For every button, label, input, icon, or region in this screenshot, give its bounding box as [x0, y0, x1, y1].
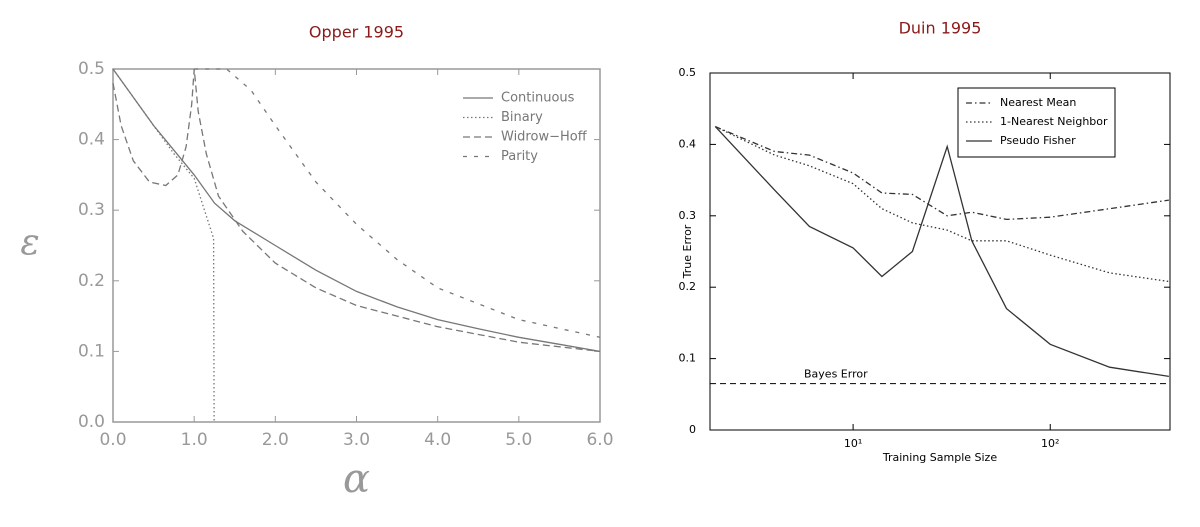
series-line: [112, 68, 601, 353]
legend-box: [957, 87, 1116, 158]
series-line: [715, 126, 1169, 283]
x-axis-label: α: [343, 456, 370, 502]
legend-label: 1-Nearest Neighbor: [1000, 115, 1108, 128]
y-tick-label: 0.3: [78, 200, 105, 220]
x-tick-label: 5.0: [505, 430, 532, 450]
y-axis-label: ε: [20, 223, 39, 264]
x-tick-label: 10¹: [844, 437, 862, 450]
y-tick-label: 0.4: [679, 137, 697, 150]
x-tick-label: 2.0: [262, 430, 289, 450]
legend-label: Pseudo Fisher: [1000, 134, 1076, 147]
y-tick-label: 0.2: [679, 280, 697, 293]
legend-label: Binary: [501, 110, 543, 125]
x-tick-label: 4.0: [424, 430, 451, 450]
x-tick-label: 1.0: [181, 430, 208, 450]
legend-label: Continuous: [501, 91, 575, 106]
y-tick-label: 0.5: [78, 59, 105, 79]
x-tick-label: 0.0: [99, 430, 126, 450]
y-axis-label: True Error: [681, 224, 694, 279]
reference-label: Bayes Error: [804, 368, 868, 381]
series-line: [715, 126, 1169, 221]
y-tick-label: 0.4: [78, 130, 105, 150]
y-tick-label: 0.1: [78, 341, 105, 361]
plot-frame: [709, 72, 1171, 431]
y-tick-label: 0.1: [679, 352, 697, 365]
series-line: [714, 126, 1169, 378]
y-tick-label: 0.0: [78, 412, 105, 432]
x-axis-label: Training Sample Size: [882, 451, 997, 464]
legend-label: Widrow−Hoff: [501, 130, 588, 145]
x-tick-label: 10²: [1041, 437, 1059, 450]
y-tick-label: 0: [689, 423, 696, 436]
series-line: [112, 68, 215, 423]
chart-title: Opper 1995: [309, 23, 404, 42]
y-tick-label: 0.3: [679, 209, 697, 222]
x-tick-label: 6.0: [586, 430, 613, 450]
x-tick-label: 3.0: [343, 430, 370, 450]
legend-label: Nearest Mean: [1000, 96, 1076, 109]
series-line: [112, 68, 601, 353]
y-tick-label: 0.5: [679, 66, 697, 79]
chart-title: Duin 1995: [899, 19, 982, 38]
legend-label: Parity: [501, 149, 538, 164]
y-tick-label: 0.2: [78, 271, 105, 291]
